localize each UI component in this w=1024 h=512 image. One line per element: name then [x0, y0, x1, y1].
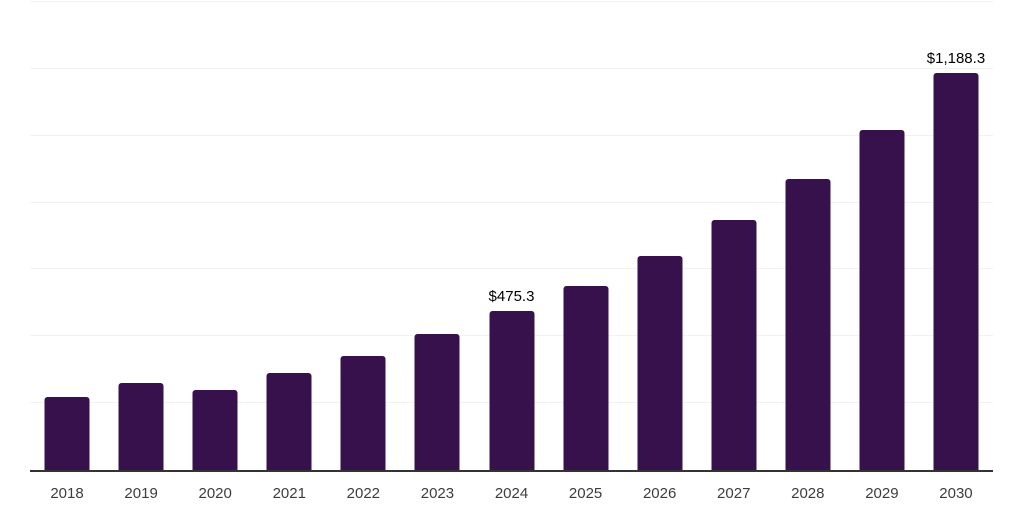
x-tick-label-2025: 2025	[568, 485, 603, 502]
x-tick-label-2018: 2018	[50, 485, 84, 502]
x-tick-label-2026: 2026	[642, 485, 677, 502]
x-tick-label-2019: 2019	[124, 485, 158, 502]
bar-slot-2026	[623, 2, 697, 470]
bar-value-label-2030: $1,188.3	[926, 49, 986, 67]
bar-slot-2023	[400, 2, 474, 470]
bar-2026	[637, 255, 683, 470]
bar-slot-2019	[104, 2, 178, 470]
bar-2020	[192, 390, 238, 470]
bar-slot-2018	[30, 2, 104, 470]
gridline-1200	[30, 67, 993, 69]
x-tick-label-2027: 2027	[717, 485, 751, 502]
bar-2023	[414, 333, 460, 470]
bar-slot-2027	[697, 2, 771, 470]
bar-2022	[340, 355, 386, 470]
x-tick-label-2028: 2028	[791, 485, 825, 502]
bar-slot-2020	[178, 2, 252, 470]
chart-plot-area: $475.3 $1,188.3	[30, 1, 993, 470]
x-tick-label-2021: 2021	[272, 485, 306, 502]
bar-2024	[489, 311, 534, 470]
bar-2027	[711, 220, 757, 470]
bar-slot-2025	[549, 2, 623, 470]
bar-2028	[785, 179, 831, 470]
x-axis-labels: 2018 2019 2020 2021 2022 2023 2024 2025 2026 2027…	[30, 485, 993, 503]
bar-2029	[859, 130, 905, 470]
bar-2025	[563, 285, 609, 470]
chart-bars: $475.3 $1,188.3	[30, 2, 993, 470]
bar-2018	[44, 397, 90, 470]
x-tick-label-2024: 2024	[494, 485, 529, 502]
gridline-600	[30, 268, 993, 270]
x-tick-label-2029: 2029	[865, 485, 899, 502]
bar-slot-2022	[326, 2, 400, 470]
x-tick-label-2023: 2023	[420, 485, 455, 502]
x-tick-label-2030: 2030	[939, 485, 973, 502]
x-tick-label-2022: 2022	[346, 485, 381, 502]
bar-slot-2024: $475.3	[474, 2, 548, 470]
bar-slot-2021	[252, 2, 326, 470]
gridline-1000	[30, 134, 993, 136]
gridline-1400	[30, 1, 993, 2]
bar-value-label-2024: $475.3	[488, 288, 535, 306]
x-tick-label-2020: 2020	[198, 485, 232, 502]
x-axis-line	[30, 470, 993, 472]
bar-2021	[266, 372, 312, 470]
bar-slot-2030: $1,188.3	[919, 2, 993, 470]
gridline-800	[30, 201, 993, 203]
bar-slot-2028	[771, 2, 845, 470]
bar-2030	[933, 72, 979, 470]
bar-2019	[118, 382, 164, 470]
bar-slot-2029	[845, 2, 919, 470]
